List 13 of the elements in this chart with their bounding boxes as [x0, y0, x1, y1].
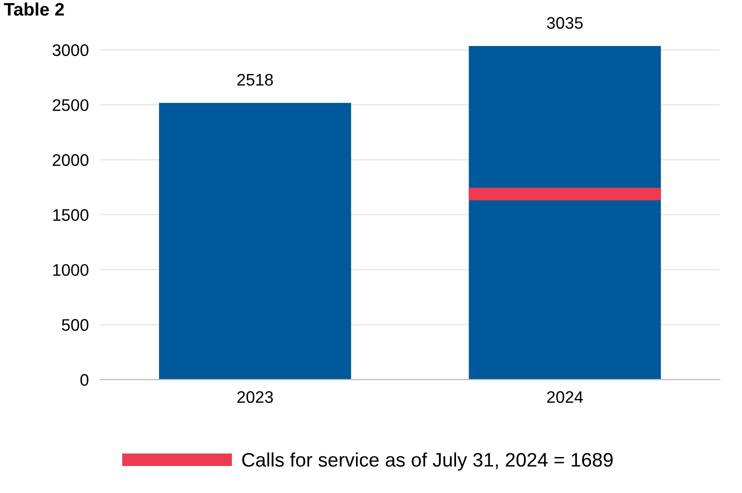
x-tick-label: 2024 — [547, 391, 583, 403]
y-tick-label: 0 — [80, 374, 88, 386]
legend-label: Calls for service as of July 31, 2024 = 1689 — [242, 452, 613, 471]
y-tick-label: 2000 — [52, 154, 88, 166]
y-tick-label: 2500 — [52, 99, 88, 112]
data-label: 3035 — [546, 17, 583, 29]
chart-title: Table 2 — [4, 2, 64, 16]
y-tick-label: 500 — [62, 319, 88, 331]
data-label: 2518 — [237, 74, 273, 86]
x-tick-label: 2023 — [237, 391, 273, 403]
y-tick-label: 1000 — [53, 264, 88, 276]
y-tick-label: 1500 — [53, 209, 88, 221]
y-tick-label: 3000 — [52, 44, 88, 56]
